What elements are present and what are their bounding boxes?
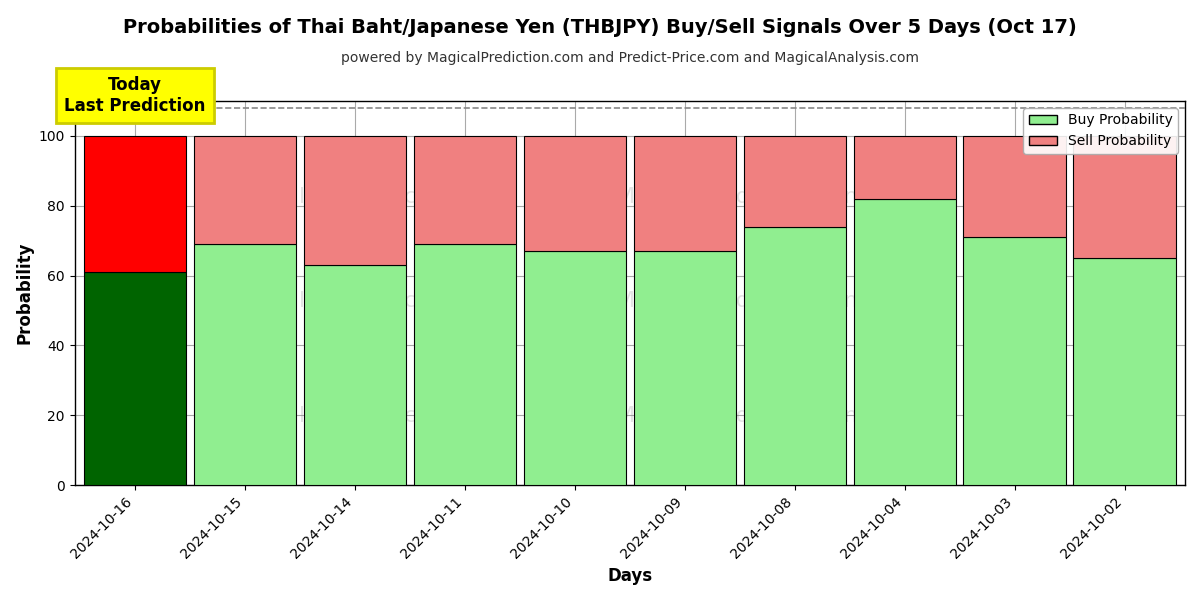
Bar	[964, 136, 1066, 237]
Bar	[194, 244, 296, 485]
Y-axis label: Probability: Probability	[16, 242, 34, 344]
Bar	[1074, 258, 1176, 485]
Text: Today
Last Prediction: Today Last Prediction	[65, 76, 206, 115]
X-axis label: Days: Days	[607, 567, 653, 585]
Bar	[304, 136, 406, 265]
Text: MagicalPrediction.com: MagicalPrediction.com	[616, 291, 866, 311]
Bar	[523, 136, 626, 251]
Bar	[414, 244, 516, 485]
Text: calAnalysis.com: calAnalysis.com	[274, 187, 452, 207]
Bar	[194, 136, 296, 244]
Bar	[634, 136, 736, 251]
Text: MagicalPrediction.com: MagicalPrediction.com	[616, 187, 866, 207]
Bar	[964, 237, 1066, 485]
Bar	[744, 227, 846, 485]
Text: calAnalysis.com: calAnalysis.com	[274, 406, 452, 426]
Bar	[84, 272, 186, 485]
Bar	[853, 199, 955, 485]
Text: MagicalPrediction.com: MagicalPrediction.com	[616, 406, 866, 426]
Bar	[853, 136, 955, 199]
Text: Probabilities of Thai Baht/Japanese Yen (THBJPY) Buy/Sell Signals Over 5 Days (O: Probabilities of Thai Baht/Japanese Yen …	[124, 18, 1076, 37]
Bar	[523, 251, 626, 485]
Bar	[414, 136, 516, 244]
Bar	[634, 251, 736, 485]
Title: powered by MagicalPrediction.com and Predict-Price.com and MagicalAnalysis.com: powered by MagicalPrediction.com and Pre…	[341, 51, 919, 65]
Bar	[1074, 136, 1176, 258]
Text: calAnalysis.com: calAnalysis.com	[274, 291, 452, 311]
Bar	[84, 136, 186, 272]
Legend: Buy Probability, Sell Probability: Buy Probability, Sell Probability	[1024, 108, 1178, 154]
Bar	[744, 136, 846, 227]
Bar	[304, 265, 406, 485]
